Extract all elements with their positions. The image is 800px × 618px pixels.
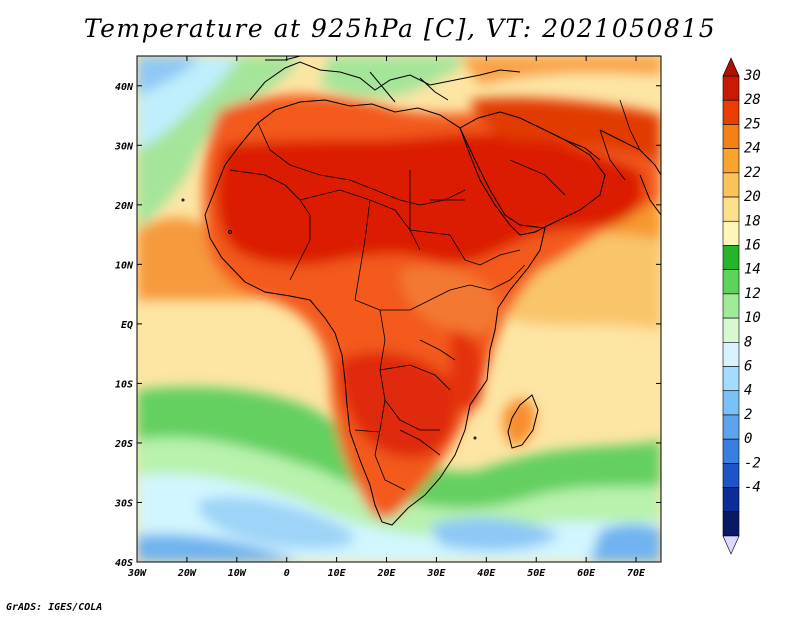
colorbar-swatch (722, 317, 740, 343)
colorbar-label: 12 (744, 286, 761, 302)
lat-tick-label: 30S (114, 498, 133, 509)
colorbar-top-arrow (722, 57, 740, 77)
lon-tick-label: 10W (228, 568, 247, 579)
colorbar-swatch (722, 511, 740, 537)
colorbar-label: 24 (744, 141, 761, 157)
lon-tick-label: 30W (127, 568, 147, 579)
lon-tick-label: 30E (426, 568, 446, 579)
colorbar-swatch (722, 124, 740, 149)
colorbar-swatch (722, 438, 740, 464)
lon-tick-label: 10E (328, 568, 347, 579)
colorbar-label: 25 (744, 116, 761, 132)
africa-coastline (204, 99, 546, 526)
map-frame (136, 55, 662, 563)
colorbar-swatch (722, 342, 740, 367)
lon-tick-label: 40E (477, 568, 496, 579)
colorbar-swatch (722, 172, 740, 198)
colorbar-label: 14 (744, 262, 761, 278)
lat-tick-label: 10S (115, 379, 133, 390)
lon-tick-label: 20W (177, 568, 197, 579)
colorbar-label: -2 (744, 455, 761, 471)
colorbar-label: 8 (744, 334, 752, 350)
colorbar-label: 20 (744, 189, 761, 205)
colorbar-label: 2 (744, 407, 752, 423)
lon-tick-label: 60E (577, 568, 596, 579)
lat-tick-label: 30N (114, 141, 134, 152)
colorbar-label: -4 (744, 480, 761, 496)
lon-tick-label: 0 (284, 568, 290, 579)
colorbar-label: 16 (744, 237, 761, 253)
colorbar-swatch (722, 245, 740, 270)
colorbar-swatch (722, 390, 740, 416)
colorbar-swatch (722, 487, 740, 513)
colorbar-swatch (722, 99, 740, 125)
map-title: Temperature at 925hPa [C], VT: 202105081… (83, 14, 717, 43)
lat-tick-label: 20S (114, 439, 133, 450)
arabia-coastline (459, 111, 606, 236)
lat-tick-label: 20N (114, 201, 134, 212)
lon-tick-label: 50E (527, 568, 546, 579)
colorbar-label: 28 (744, 92, 761, 108)
lat-tick-label: EQ (121, 320, 133, 331)
colorbar-label: 10 (744, 310, 761, 326)
colorbar-bottom-arrow (722, 535, 740, 555)
colorbar-swatch (722, 75, 740, 101)
colorbar-swatch (722, 293, 740, 319)
grads-credit: GrADS: IGES/COLA (6, 602, 103, 613)
axis-tick-marks (136, 56, 661, 563)
coastlines (181, 56, 661, 526)
colorbar-swatch (722, 269, 740, 295)
colorbar-swatch (722, 366, 740, 392)
temperature-field (137, 56, 661, 562)
lat-tick-label: 40N (115, 82, 134, 93)
colorbar-label: 4 (744, 383, 752, 399)
lat-tick-label: 10N (115, 260, 134, 271)
axis-labels: 30W 20W 10W 0 10E 20E 30E 40E 50E 60E 70E 40N 30N 20N… (114, 82, 646, 579)
colorbar-label: 0 (744, 431, 752, 447)
colorbar-swatch (722, 148, 740, 174)
europe-coastline (249, 61, 521, 101)
colorbar-swatch (722, 220, 740, 246)
colorbar-label: 6 (744, 359, 752, 375)
colorbar-swatch (722, 463, 740, 488)
colorbar-label: 18 (744, 213, 761, 229)
colorbar-swatch (722, 196, 740, 222)
madagascar-coastline (507, 394, 539, 449)
colorbar-label: 30 (743, 68, 761, 84)
colorbar-label: 22 (744, 165, 761, 181)
colorbar-swatch (722, 414, 740, 440)
lon-tick-label: 20E (376, 568, 396, 579)
lat-tick-label: 40S (115, 558, 133, 569)
country-borders (229, 99, 641, 491)
lon-tick-label: 70E (627, 568, 646, 579)
